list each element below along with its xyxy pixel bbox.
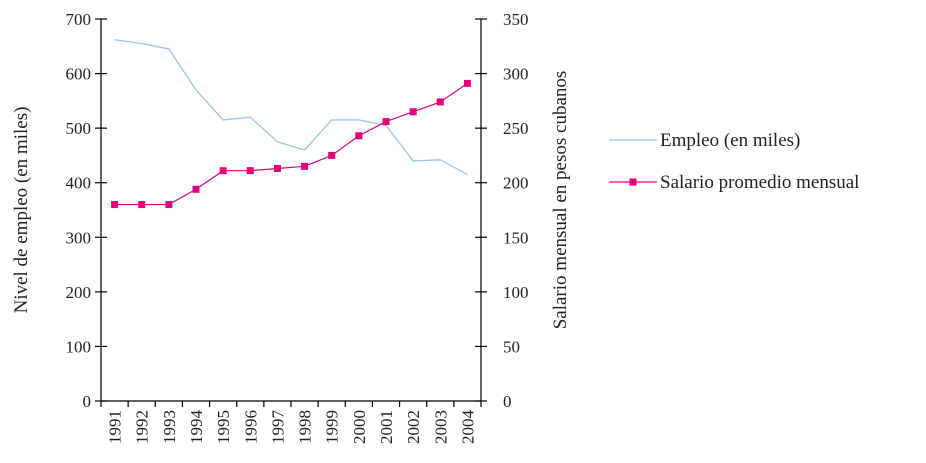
x-tick-label: 1997: [268, 410, 287, 445]
legend: Empleo (en miles) Salario promedio mensua…: [609, 130, 859, 193]
legend-label-1: Salario promedio mensual: [660, 172, 859, 193]
series-1-marker: [301, 162, 309, 170]
y-tick-label-left: 400: [66, 174, 92, 193]
x-tick-label: 1991: [106, 410, 125, 444]
y-tick-label-right: 50: [503, 337, 520, 356]
series-1-marker: [328, 151, 336, 159]
series-1-marker: [192, 185, 200, 193]
y-tick-label-left: 300: [66, 228, 92, 247]
series-1-marker: [273, 165, 281, 173]
series-1-marker: [246, 167, 254, 175]
series-line-0: [114, 39, 468, 176]
y-tick-label-left: 100: [66, 337, 92, 356]
series-1-marker: [219, 167, 227, 175]
y-axis-title-left: Nivel de empleo (en miles): [11, 107, 32, 314]
y-tick-label-right: 200: [503, 174, 529, 193]
x-tick-label: 1992: [133, 410, 152, 444]
y-tick-label-left: 500: [66, 119, 92, 138]
x-tick-label: 1994: [187, 410, 206, 445]
x-tick-label: 2003: [431, 410, 450, 444]
series-1-marker: [165, 201, 173, 209]
y-tick-label-right: 250: [503, 119, 529, 138]
axes-layer: 0 100 200 300 400 500 600 700 0 50 100 150 200 250 300…: [11, 10, 571, 444]
x-tick-label: 2000: [350, 410, 369, 444]
y-axis-title-right: Salario mensual en pesos cubanos: [550, 71, 571, 330]
x-tick-label: 2004: [458, 410, 477, 445]
series-1-marker: [436, 98, 444, 106]
y-tick-label-right: 100: [503, 283, 529, 302]
x-tick-label: 1998: [296, 410, 315, 444]
x-tick-label: 1993: [160, 410, 179, 444]
y-tick-label-left: 0: [83, 392, 92, 411]
x-tick-label: 1996: [241, 410, 260, 444]
x-tick-label: 2001: [377, 410, 396, 444]
series-1-marker: [355, 132, 363, 140]
series-1-marker: [409, 108, 417, 116]
y-tick-label-right: 0: [503, 392, 512, 411]
y-tick-label-right: 300: [503, 65, 529, 84]
x-tick-label: 2002: [404, 410, 423, 444]
series-1-marker: [382, 118, 390, 126]
series-1-marker: [111, 201, 119, 209]
legend-label-0: Empleo (en miles): [660, 130, 800, 151]
y-tick-label-right: 150: [503, 228, 529, 247]
y-tick-label-left: 600: [66, 65, 92, 84]
y-tick-label-right: 350: [503, 10, 529, 29]
y-tick-label-left: 200: [66, 283, 92, 302]
legend-marker-1: [629, 178, 637, 186]
y-tick-label-left: 700: [66, 10, 92, 29]
x-tick-label: 1995: [214, 410, 233, 444]
series-1-marker: [138, 201, 146, 209]
x-tick-label: 1999: [323, 410, 342, 444]
series-1-marker: [463, 79, 471, 87]
series-line-1: [114, 82, 468, 206]
series-layer: [111, 39, 471, 209]
